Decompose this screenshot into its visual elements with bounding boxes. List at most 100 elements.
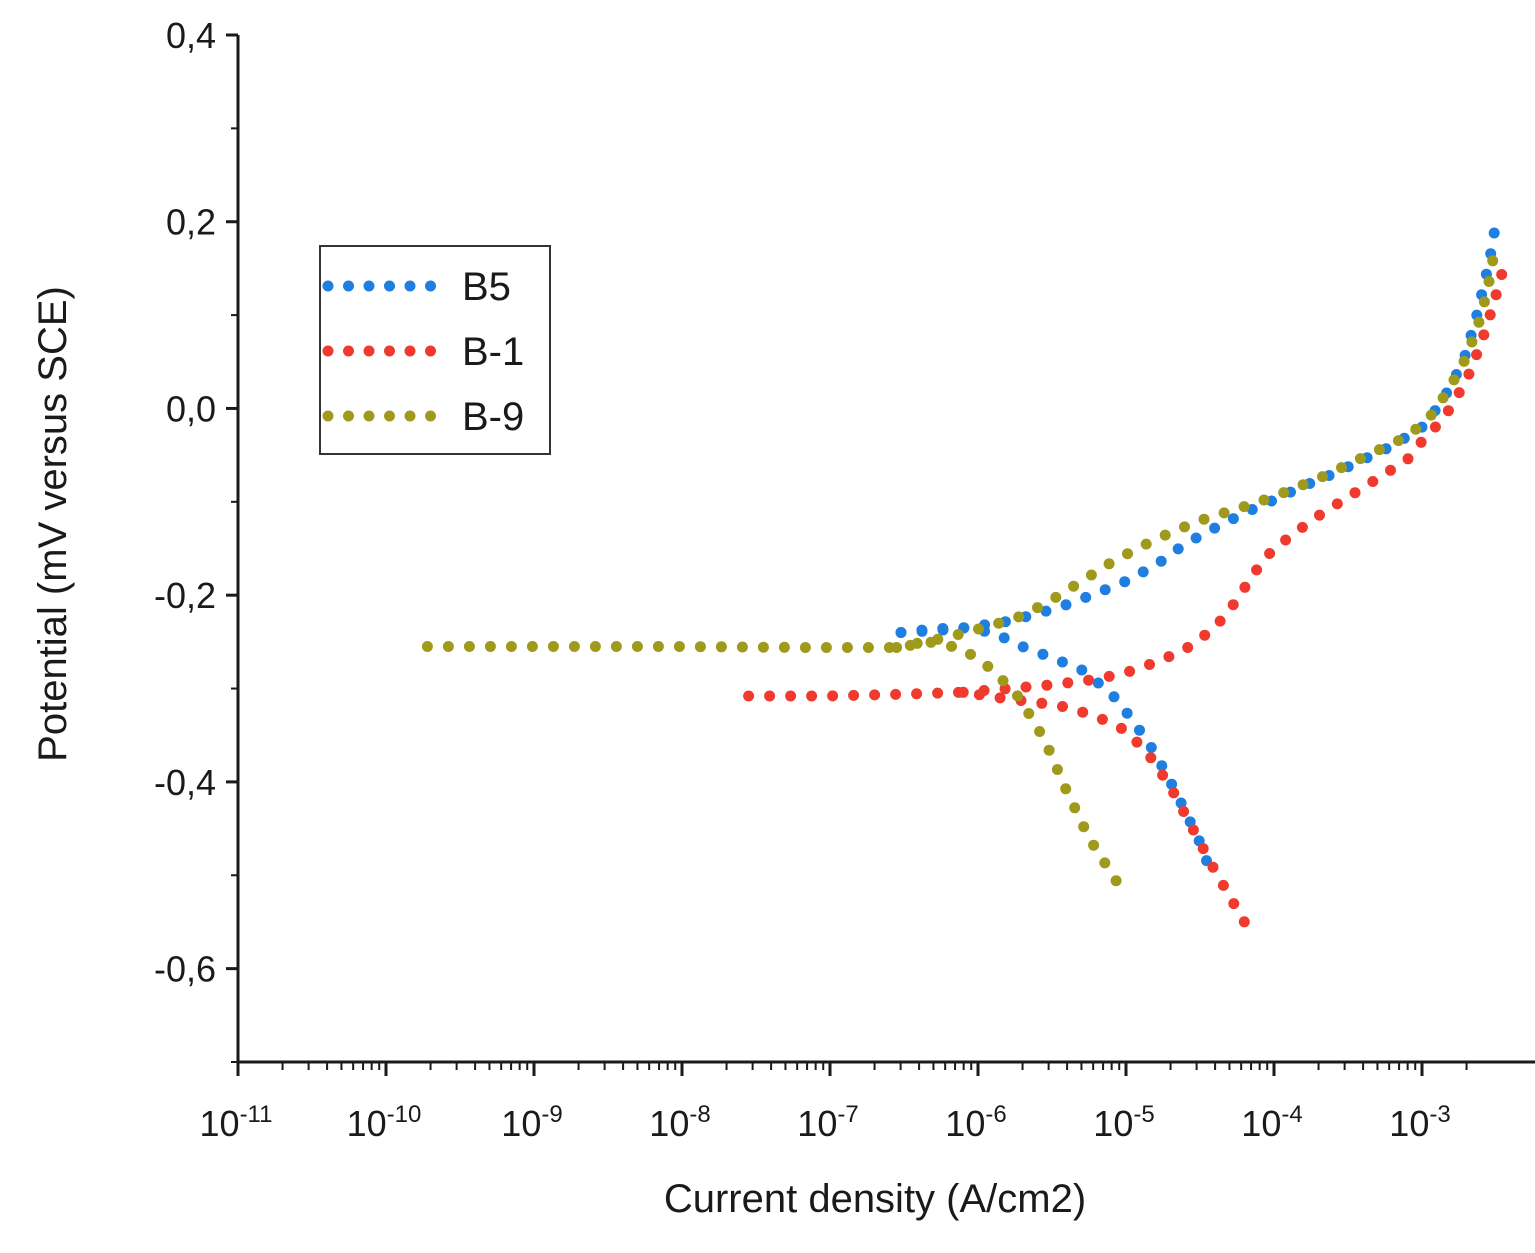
data-point [932,687,944,699]
data-point [1258,494,1270,506]
data-point [1159,529,1171,541]
data-point [932,633,944,645]
legend-label: B5 [462,265,511,309]
data-point [1137,566,1149,578]
data-point [757,641,769,653]
data-series [421,227,1508,928]
data-point [1251,564,1263,576]
data-point [1092,677,1104,689]
data-point [1013,611,1025,623]
data-point [1110,875,1122,887]
data-point [1124,665,1136,677]
data-point [1017,641,1029,653]
data-point [869,689,881,701]
data-point [1168,787,1180,799]
data-point [1088,839,1100,851]
x-tick-labels: 10-11 10-10 10-9 10-8 10-7 10-6 10-5 10-4 10-3 [200,1101,1451,1144]
data-point [1187,824,1199,836]
y-axis-title: Potential (mV versus SCE) [31,286,75,762]
data-point [1056,656,1068,668]
legend: B5 B-1 B-9 [319,245,551,455]
data-point [1280,534,1292,546]
data-point [1373,444,1385,456]
data-point [1349,487,1361,499]
data-point [1336,462,1347,474]
data-point [1178,806,1190,817]
legend-marker [404,410,416,422]
data-point [1278,487,1290,499]
data-point [946,640,957,652]
data-point [1157,769,1169,781]
data-point [1217,879,1229,891]
legend-item-b1: B-1 [322,330,524,374]
data-point [1490,289,1502,301]
legend-marker [343,280,354,292]
data-point [994,692,1006,704]
data-point [1085,569,1097,581]
data-point [1050,591,1062,603]
series-b9 [421,255,1499,887]
data-point [1077,706,1089,718]
data-point [911,637,923,649]
legend-label: B-9 [462,395,524,439]
data-point [937,624,949,636]
data-point [442,641,454,652]
data-point [1197,843,1209,855]
x-tick-label: 10-7 [797,1101,858,1144]
data-point [764,690,776,702]
data-point [1264,548,1276,559]
data-point [1166,778,1178,790]
data-point [982,660,994,672]
data-point [1080,591,1092,603]
data-point [778,641,790,653]
data-point [673,641,685,652]
data-point [1227,599,1239,611]
data-point [1392,435,1404,447]
data-point [1012,690,1023,702]
data-point [1367,476,1379,487]
data-point [1473,316,1485,328]
data-point [1062,677,1074,689]
legend-item-b9: B-9 [322,395,524,439]
data-point [1115,722,1127,734]
y-tick-label: 0,0 [166,388,216,429]
data-point [1032,602,1043,614]
data-point [1296,521,1308,533]
data-point [1182,642,1194,653]
data-point [1483,276,1495,287]
data-point [1238,916,1250,928]
data-point [1083,674,1095,686]
y-tick-label: -0,4 [154,762,216,803]
data-point [743,690,755,702]
data-point [1209,522,1221,534]
data-point [785,690,797,702]
data-point [1078,821,1090,833]
data-point [1453,387,1465,399]
data-point [1155,555,1167,567]
legend-marker [322,345,334,357]
x-tick-label: 10-4 [1241,1101,1302,1144]
data-point [1199,629,1211,641]
data-point [1041,679,1053,691]
data-point [827,690,839,702]
data-point [1134,724,1145,736]
data-point [891,642,903,653]
data-point [820,642,832,653]
data-point [1145,752,1157,764]
legend-marker [322,280,334,292]
data-point [1227,513,1239,525]
data-point [1103,558,1115,570]
data-point [965,648,976,660]
data-point [1103,670,1115,682]
data-point [1069,802,1081,814]
x-tick-label: 10-3 [1389,1101,1450,1144]
data-point [1156,760,1168,772]
data-point [1179,521,1190,533]
legend-marker [363,345,375,357]
data-point [463,641,475,652]
data-point [1144,659,1155,670]
data-point [1099,857,1111,869]
x-tick-label: 10-11 [200,1101,273,1144]
